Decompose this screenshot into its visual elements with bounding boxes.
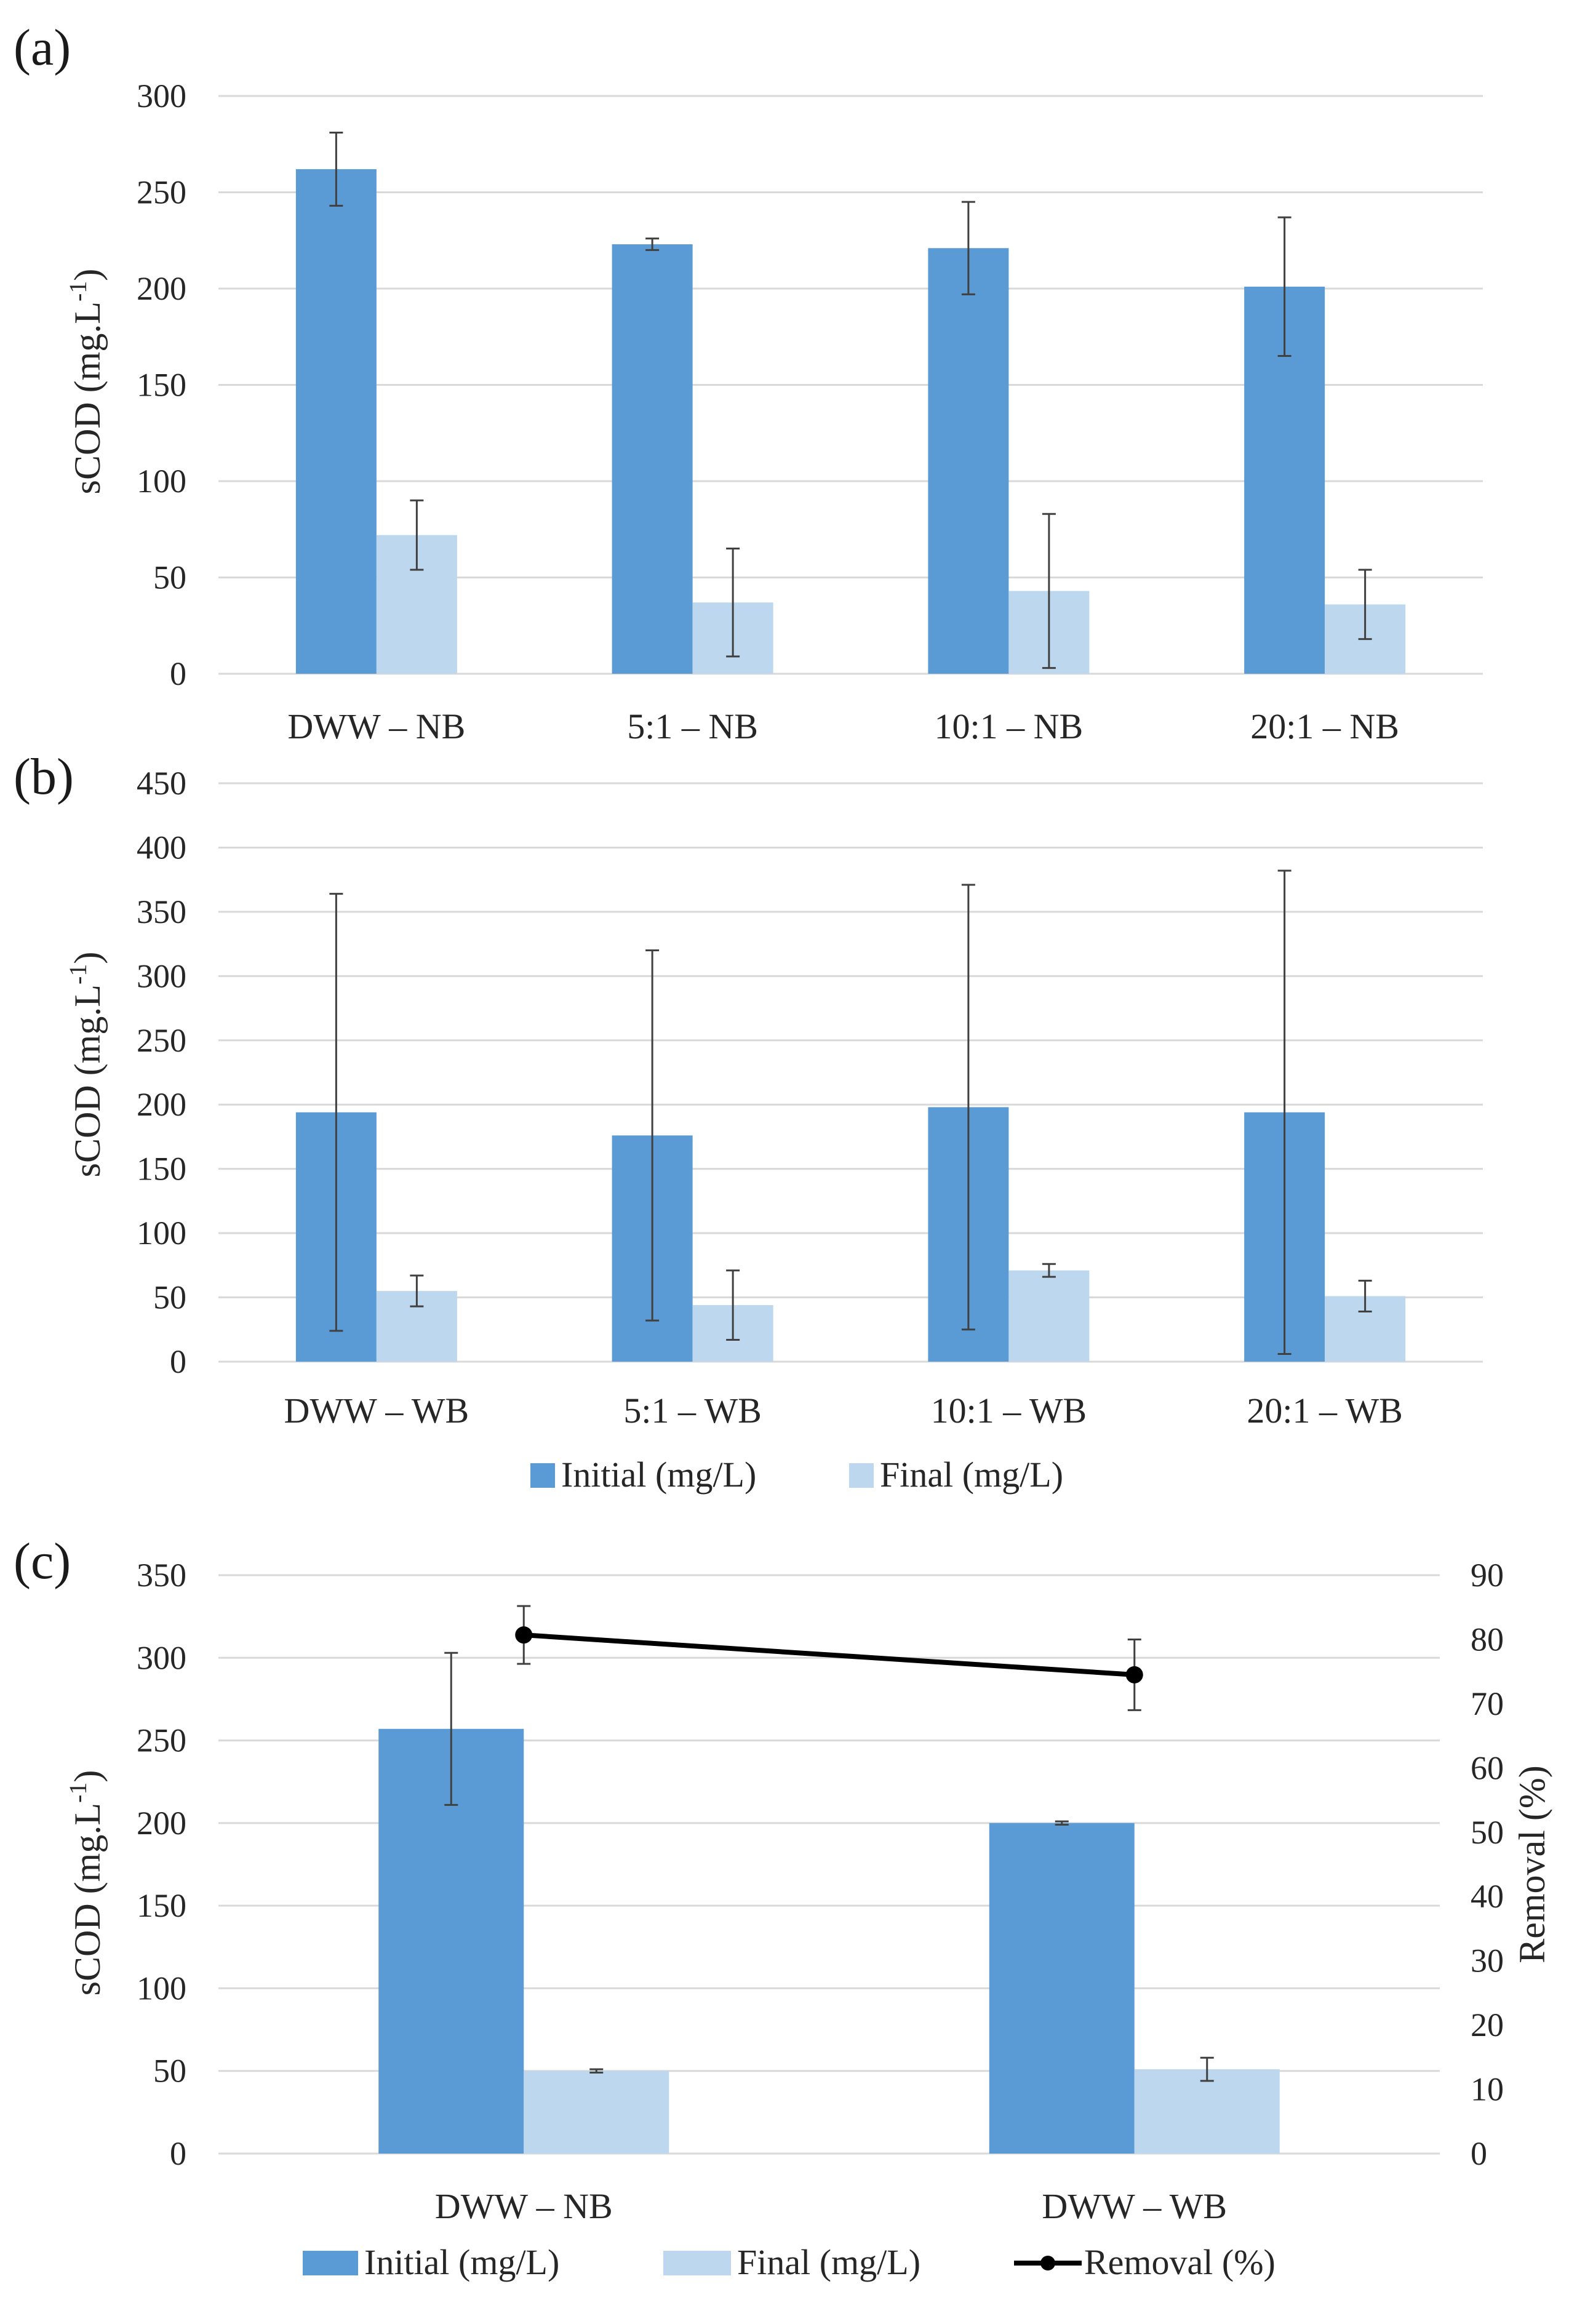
legend-c: Initial (mg/L) Final (mg/L) Removal (%): [303, 2242, 1276, 2282]
panel-c-label: (c): [14, 1533, 71, 1590]
panel-a-bar-initial-mg-l-5-1-nb: [612, 244, 693, 674]
panel-c-y-axis-title-text: sCOD (mg.L: [67, 1803, 108, 1995]
panel-b-y-tick-label: 200: [137, 1086, 186, 1123]
panel-b-category-label: 10:1 – WB: [931, 1391, 1087, 1431]
panel-c-y2-tick-label: 70: [1471, 1685, 1504, 1722]
panel-c-y-tick-label: 350: [137, 1557, 186, 1594]
panel-c-y2-tick-label: 40: [1471, 1878, 1504, 1915]
legend-ab-initial-swatch: [530, 1463, 555, 1488]
panel-c-y-tick-label: 250: [137, 1722, 186, 1759]
panel-c-removal-point: [1125, 1666, 1143, 1683]
legend-c-removal-marker: [1040, 2256, 1055, 2270]
panel-b-category-label: 20:1 – WB: [1247, 1391, 1403, 1431]
panel-c-y2-tick-label: 10: [1471, 2071, 1504, 2108]
panel-c-category-label: DWW – WB: [1042, 2186, 1227, 2226]
panel-b-y-tick-label: 450: [137, 765, 186, 802]
panel-c-y-tick-label: 150: [137, 1887, 186, 1924]
panel-b-y-tick-label: 150: [137, 1151, 186, 1188]
panel-c-y-axis-title: sCOD (mg.L-1): [64, 1770, 108, 1996]
panel-c-bar-final-mg-l-dww-wb: [1134, 2069, 1280, 2154]
panel-a-label: (a): [14, 19, 71, 76]
panel-b-bar-final-mg-l-10-1-wb: [1008, 1270, 1090, 1362]
panel-c-category-label: DWW – NB: [435, 2186, 613, 2226]
panel-c-plot: 0 50 100 150 200 250 300 350 DWW – NB DWW – WB 0 10…: [137, 1557, 1504, 2226]
legend-c-initial-label: Initial (mg/L): [364, 2242, 559, 2282]
panel-a-y-tick-label: 50: [153, 559, 186, 596]
superscript: -1: [64, 1783, 92, 1803]
legend-ab-final-label: Final (mg/L): [880, 1455, 1063, 1495]
panel-a-plot: 0 50 100 150 200 250 300 DWW – NB 5:1 – NB 10:1 –…: [137, 78, 1483, 746]
panel-b-y-tick-label: 250: [137, 1022, 186, 1059]
panel-b-category-label: DWW – WB: [284, 1391, 469, 1431]
legend-c-initial-swatch: [303, 2251, 358, 2275]
panel-a-category-label: DWW – NB: [287, 706, 465, 746]
panel-b-y-tick-label: 350: [137, 893, 186, 930]
panel-c-y-tick-label: 0: [170, 2135, 186, 2172]
panel-c-y2-tick-label: 0: [1471, 2135, 1487, 2172]
panel-c-y-tick-label: 100: [137, 1970, 186, 2007]
panel-b-y-axis-title: sCOD (mg.L-1): [64, 952, 108, 1178]
panel-a-y-tick-label: 250: [137, 174, 186, 211]
panel-c-y2-axis-title: Removal (%): [1512, 1765, 1552, 1963]
panel-a-category-label: 5:1 – NB: [627, 706, 758, 746]
superscript-close: ): [67, 1770, 108, 1783]
panel-b-y-tick-label: 400: [137, 829, 186, 866]
panel-c-y2-tick-label: 80: [1471, 1621, 1504, 1658]
panel-c-y2-tick-label: 30: [1471, 1943, 1504, 1979]
panel-a-y-tick-label: 0: [170, 655, 186, 692]
panel-c-removal-line: [523, 1632, 1135, 1677]
panel-c-y-tick-label: 200: [137, 1805, 186, 1842]
panel-b-label: (b): [14, 748, 74, 805]
panel-c-y2-tick-label: 60: [1471, 1749, 1504, 1786]
panel-a-y-tick-label: 200: [137, 270, 186, 307]
panel-a-y-tick-label: 100: [137, 463, 186, 500]
legend-c-final-swatch: [663, 2251, 731, 2275]
panel-c-y-tick-label: 300: [137, 1639, 186, 1676]
panel-c-bar-initial-mg-l-dww-wb: [989, 1823, 1135, 2154]
panel-c-y2-tick-label: 50: [1471, 1814, 1504, 1851]
superscript: -1: [64, 281, 92, 301]
panel-a-y-tick-label: 150: [137, 367, 186, 404]
panel-b-category-label: 5:1 – WB: [623, 1391, 762, 1431]
panel-b-y-axis-title-text: sCOD (mg.L: [67, 984, 108, 1177]
panel-b-y-tick-label: 0: [170, 1343, 186, 1380]
panel-c-y2-axis-title-text: Removal (%): [1512, 1765, 1552, 1963]
panel-a-y-axis-title-text: sCOD (mg.L: [67, 301, 108, 494]
panel-a-category-label: 20:1 – NB: [1250, 706, 1399, 746]
superscript: -1: [64, 964, 92, 984]
superscript-close: ): [67, 269, 108, 281]
superscript-close: ): [67, 952, 108, 964]
legend-ab-initial-label: Initial (mg/L): [561, 1455, 756, 1495]
panel-b-y-tick-label: 50: [153, 1279, 186, 1316]
panel-c-y2-tick-label: 90: [1471, 1557, 1504, 1594]
panel-c-y2-tick-label: 20: [1471, 2007, 1504, 2043]
panel-b-y-tick-label: 100: [137, 1215, 186, 1252]
panel-a-y-axis-title: sCOD (mg.L-1): [64, 269, 108, 495]
legend-ab: Initial (mg/L) Final (mg/L): [530, 1455, 1063, 1495]
panel-c-y-tick-label: 50: [153, 2053, 186, 2090]
panel-a-category-label: 10:1 – NB: [935, 706, 1084, 746]
panel-b-y-tick-label: 300: [137, 957, 186, 994]
panel-a-bar-initial-mg-l-dww-nb: [295, 169, 377, 674]
legend-c-removal-label: Removal (%): [1084, 2242, 1276, 2282]
panel-a-y-tick-label: 300: [137, 78, 186, 114]
panel-a-bar-initial-mg-l-10-1-nb: [928, 248, 1009, 674]
panel-c-bar-final-mg-l-dww-nb: [524, 2070, 669, 2154]
panel-c-removal-point: [515, 1626, 533, 1644]
legend-ab-final-swatch: [849, 1463, 874, 1488]
legend-c-final-label: Final (mg/L): [737, 2242, 920, 2282]
panel-b-plot: 0 50 100 150 200 250 300 350 400 450 DWW – WB 5:1 –…: [137, 765, 1483, 1431]
